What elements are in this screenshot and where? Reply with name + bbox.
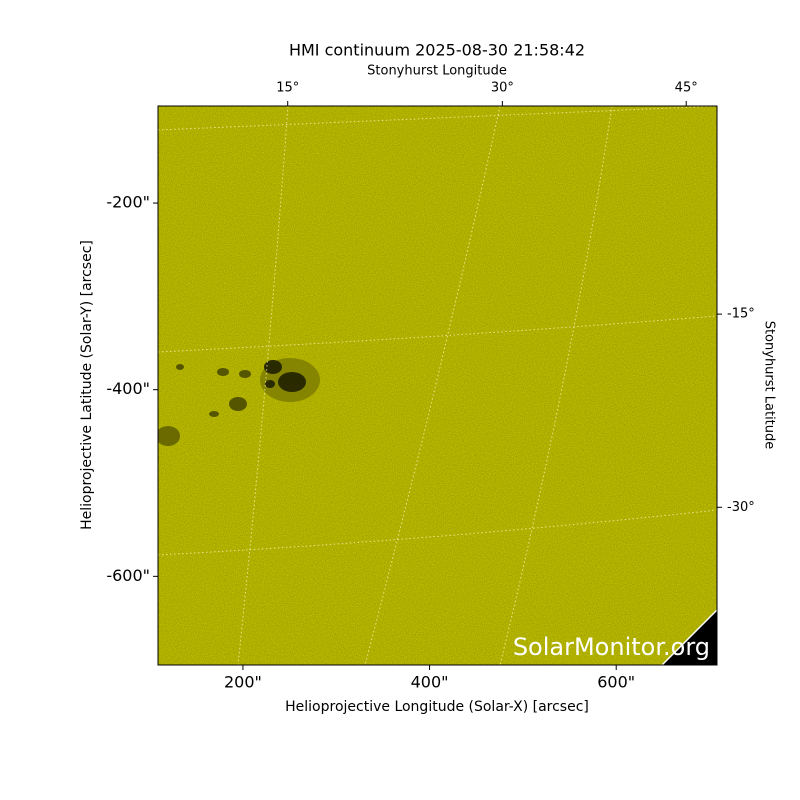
sunspots: [158, 358, 320, 446]
y-tick-label: -400": [106, 379, 150, 398]
plot-frame: [157, 105, 718, 666]
grid-line: [237, 106, 289, 665]
top-tick-label: 30°: [491, 81, 514, 96]
watermark: SolarMonitor.org: [513, 633, 710, 661]
x-tick-label: 200": [224, 673, 262, 692]
x-axis-label: Helioprojective Longitude (Solar-X) [arc…: [285, 699, 589, 715]
image-noise: [158, 106, 717, 665]
top-tick-label: 15°: [276, 81, 299, 96]
grid-line: [364, 106, 501, 665]
top-axis-label: Stonyhurst Longitude: [367, 64, 507, 79]
grid-line: [158, 315, 717, 353]
y-axis-label: Helioprojective Latitude (Solar-Y) [arcs…: [79, 240, 95, 530]
right-axis-label: Stonyhurst Latitude: [762, 321, 777, 450]
right-tick-label: -15°: [727, 307, 755, 322]
x-tick-label: 600": [597, 673, 635, 692]
x-tick-label: 400": [411, 673, 449, 692]
chart-title: HMI continuum 2025-08-30 21:58:42: [289, 41, 585, 60]
limb: [661, 609, 717, 665]
y-tick-label: -600": [106, 566, 150, 585]
y-tick-label: -200": [106, 193, 150, 212]
right-tick-label: -30°: [727, 500, 755, 515]
grid-line: [499, 106, 613, 665]
grid-line: [158, 106, 717, 131]
top-tick-label: 45°: [675, 81, 698, 96]
grid-line: [158, 509, 717, 556]
overlay: [158, 106, 717, 665]
